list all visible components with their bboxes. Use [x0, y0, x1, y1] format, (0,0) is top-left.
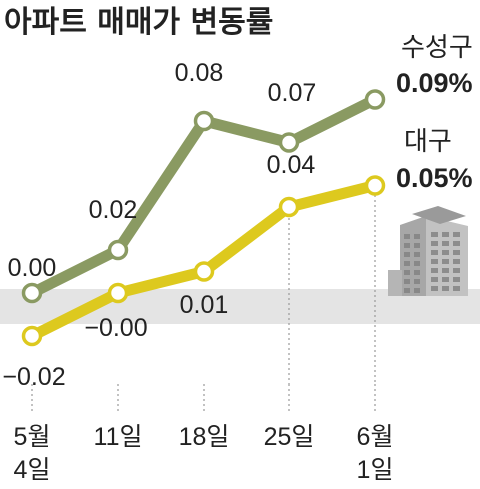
x-tick-label: 25일	[264, 423, 315, 451]
data-label: 0.04	[267, 151, 316, 179]
data-point	[364, 175, 386, 196]
data-point	[107, 239, 129, 261]
data-label: −0.02	[2, 363, 65, 391]
building-icon	[388, 206, 468, 296]
x-tick-label: 5월 4일	[14, 423, 51, 484]
data-label: 0.01	[180, 291, 229, 319]
x-tick-label: 6월 1일	[357, 423, 394, 484]
data-point	[107, 282, 129, 304]
data-label: 0.07	[268, 79, 317, 107]
legend-label-daegu: 대구	[404, 127, 452, 157]
series-layer: 0.00 0.02 0.08 0.07 −0.02 −0.00 0.01 0.04	[2, 59, 386, 391]
data-point	[278, 196, 300, 218]
data-point	[21, 282, 43, 304]
x-tick-label: 18일	[179, 423, 230, 451]
data-point	[21, 325, 43, 347]
legend-value-suseong: 0.09%	[396, 68, 473, 98]
series-suseong: 0.00 0.02 0.08 0.07	[8, 59, 386, 304]
date-guide-lines	[31, 190, 376, 414]
x-axis-labels: 5월 4일 11일 18일 25일 6월 1일	[14, 423, 394, 484]
data-point	[193, 261, 215, 282]
data-point	[193, 110, 215, 132]
series-daegu: −0.02 −0.00 0.01 0.04	[2, 151, 386, 391]
data-point	[364, 89, 386, 110]
data-label: 0.02	[89, 196, 138, 224]
legend-label-suseong: 수성구	[401, 33, 473, 63]
data-label: 0.08	[175, 59, 224, 87]
data-label: 0.00	[8, 254, 57, 282]
chart-title: 아파트 매매가 변동률	[4, 5, 273, 40]
legend-value-daegu: 0.05%	[396, 163, 473, 193]
data-point	[278, 132, 300, 153]
data-label: −0.00	[84, 314, 147, 342]
x-tick-label: 11일	[94, 423, 143, 451]
